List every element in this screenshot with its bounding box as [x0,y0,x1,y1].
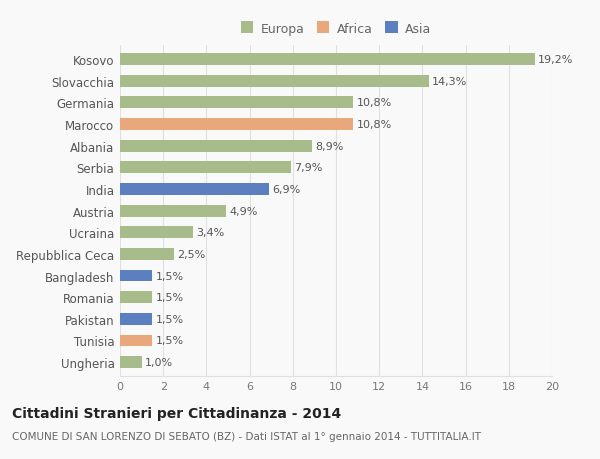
Bar [120,248,174,260]
Text: 1,0%: 1,0% [145,358,173,367]
Text: 3,4%: 3,4% [197,228,225,238]
Legend: Europa, Africa, Asia: Europa, Africa, Asia [241,23,431,36]
Text: 10,8%: 10,8% [356,120,392,130]
Bar [120,140,312,152]
Bar [120,184,269,196]
Bar [120,205,226,217]
Bar [120,335,152,347]
Text: COMUNE DI SAN LORENZO DI SEBATO (BZ) - Dati ISTAT al 1° gennaio 2014 - TUTTITALI: COMUNE DI SAN LORENZO DI SEBATO (BZ) - D… [12,431,481,442]
Bar [120,162,290,174]
Bar [120,356,142,368]
Text: 4,9%: 4,9% [229,206,257,216]
Text: 1,5%: 1,5% [155,271,184,281]
Text: 1,5%: 1,5% [155,336,184,346]
Bar [120,97,353,109]
Bar [120,291,152,303]
Bar [120,119,353,131]
Bar [120,54,535,66]
Text: 19,2%: 19,2% [538,55,574,65]
Bar [120,227,193,239]
Text: 10,8%: 10,8% [356,98,392,108]
Bar [120,76,429,88]
Text: 8,9%: 8,9% [316,141,344,151]
Text: 1,5%: 1,5% [155,314,184,324]
Bar [120,270,152,282]
Text: 1,5%: 1,5% [155,292,184,302]
Text: 2,5%: 2,5% [177,249,205,259]
Text: 6,9%: 6,9% [272,185,301,195]
Bar [120,313,152,325]
Text: 14,3%: 14,3% [432,77,467,87]
Text: Cittadini Stranieri per Cittadinanza - 2014: Cittadini Stranieri per Cittadinanza - 2… [12,406,341,420]
Text: 7,9%: 7,9% [294,163,322,173]
